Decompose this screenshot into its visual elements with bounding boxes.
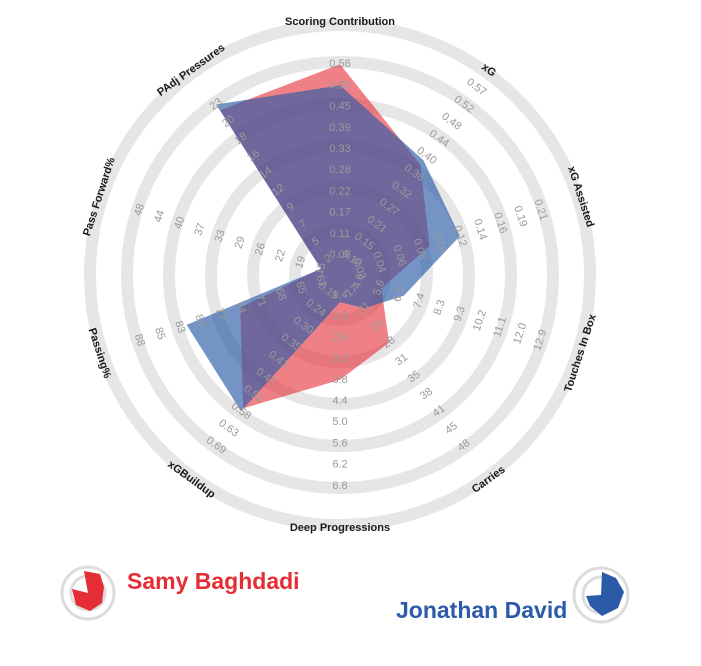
radar-tick-label: 62 — [313, 274, 328, 289]
radar-tick-label: 10.2 — [471, 308, 489, 332]
radar-axis-label: xGBuildup — [165, 459, 217, 502]
radar-tick-label: 65 — [293, 280, 308, 295]
radar-tick-label: 0.33 — [329, 143, 350, 155]
radar-tick-label: 40 — [172, 215, 187, 230]
radar-axis-label: PAdj Pressures — [155, 42, 227, 99]
radar-series-2 — [186, 85, 460, 412]
radar-tick-label: 48 — [132, 202, 147, 217]
radar-tick-label: 0.19 — [511, 204, 529, 228]
radar-tick-label: 6.8 — [332, 480, 347, 492]
radar-tick-label: 0.39 — [329, 122, 350, 134]
radar-tick-label: 0.48 — [439, 110, 463, 132]
red-radar-badge-icon — [60, 565, 116, 621]
radar-tick-label: 20 — [220, 113, 237, 130]
radar-tick-label: 5.6 — [371, 279, 387, 297]
radar-ring — [84, 19, 596, 531]
radar-tick-label: 21 — [356, 300, 373, 317]
radar-tick-label: 0.14 — [471, 217, 489, 241]
radar-polygons — [186, 64, 460, 412]
radar-axis-label: Passing% — [86, 327, 114, 380]
radar-tick-label: 3.2 — [332, 353, 347, 365]
radar-tick-label: 12.0 — [511, 322, 529, 346]
radar-tick-label: 4.6 — [351, 272, 367, 290]
radar-tick-label: 0.06 — [329, 249, 350, 261]
radar-tick-label: 2.6 — [332, 331, 347, 343]
radar-tick-label: 41 — [431, 403, 448, 420]
radar-tick-label: 19 — [293, 255, 308, 270]
radar-tick-label: 5.0 — [332, 416, 347, 428]
radar-tick-label: 0.45 — [329, 101, 350, 113]
radar-tick-label: 12.9 — [531, 328, 549, 352]
radar-tick-label: 24 — [368, 317, 385, 334]
radar-tick-label: 0.28 — [329, 164, 350, 176]
radar-tick-label: 18 — [233, 130, 250, 147]
radar-tick-label: 5.6 — [332, 437, 347, 449]
radar-tick-label: 31 — [393, 351, 410, 368]
radar-tick-label: 0.63 — [216, 417, 240, 439]
radar-tick-label: 14 — [257, 165, 274, 182]
radar-tick-label: 80 — [192, 313, 207, 328]
radar-tick-label: 77 — [213, 306, 228, 321]
radar-tick-label: 85 — [152, 326, 167, 341]
radar-tick-label: 0.57 — [464, 76, 488, 98]
radar-tick-label: 33 — [213, 228, 228, 243]
radar-tick-label: 37 — [192, 222, 207, 237]
blue-radar-badge-icon — [572, 566, 630, 624]
radar-axis-label: Deep Progressions — [290, 522, 390, 534]
radar-tick-label: 0.22 — [329, 185, 350, 197]
radar-tick-label: 6.5 — [391, 285, 407, 303]
radar-tick-label: 0.50 — [329, 79, 350, 91]
radar-tick-label: 0.56 — [329, 58, 350, 70]
radar-tick-label: 17 — [343, 283, 360, 300]
radar-tick-label: 0.11 — [330, 228, 351, 240]
radar-tick-label: 88 — [132, 332, 147, 347]
player2-name: Jonathan David — [396, 597, 568, 623]
radar-tick-label: 28 — [381, 334, 398, 351]
radar-tick-label: 4.4 — [332, 395, 347, 407]
radar-tick-label: 16 — [245, 147, 262, 164]
radar-tick-label: 38 — [418, 386, 435, 403]
radar-tick-label: 0.21 — [531, 198, 549, 222]
radar-tick-label: 71 — [253, 293, 268, 308]
radar-tick-label: 45 — [443, 420, 460, 437]
radar-tick-label: 29 — [233, 235, 248, 250]
radar-ring — [121, 56, 559, 494]
radar-tick-label: 8.3 — [432, 298, 448, 316]
radar-tick-label: 0.16 — [491, 211, 509, 235]
radar-tick-label: 26 — [253, 242, 268, 257]
radar-tick-label: 7.4 — [411, 292, 427, 310]
radar-axis-label: Scoring Contribution — [285, 16, 395, 28]
radar-tick-label: 12 — [270, 182, 287, 199]
radar-tick-label: 74 — [233, 300, 248, 315]
radar-tick-label: 22 — [273, 248, 288, 263]
radar-tick-label: 35 — [406, 368, 423, 385]
player1-name: Samy Baghdadi — [127, 568, 300, 594]
radar-tick-label: 3.8 — [332, 374, 347, 386]
radar-tick-label: 9.3 — [452, 305, 468, 323]
radar-tick-label: 44 — [152, 209, 167, 224]
radar-tick-label: 48 — [455, 437, 472, 454]
radar-tick-label: 0.17 — [329, 207, 350, 219]
radar-tick-label: 83 — [172, 319, 187, 334]
radar-tick-label: 23 — [208, 96, 225, 113]
radar-tick-label: 15 — [313, 261, 328, 276]
radar-tick-label: 1.4 — [332, 289, 347, 301]
radar-tick-label: 2.0 — [332, 310, 347, 322]
radar-tick-label: 68 — [273, 287, 288, 302]
radar-tick-label: 6.2 — [332, 459, 347, 471]
